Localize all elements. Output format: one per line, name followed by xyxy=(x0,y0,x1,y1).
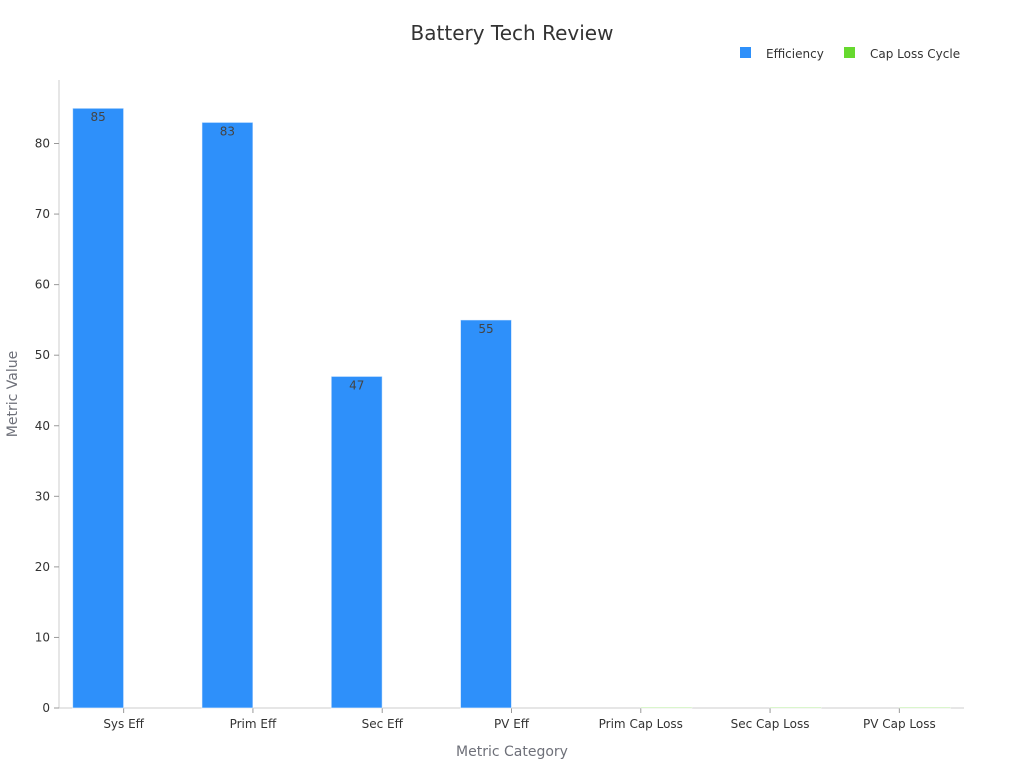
bar xyxy=(201,121,254,709)
x-tick-label: Prim Cap Loss xyxy=(599,717,683,731)
x-tick-label: Sec Cap Loss xyxy=(731,717,810,731)
bar xyxy=(460,319,512,709)
y-tick-label: 10 xyxy=(35,630,50,644)
x-tick-label: PV Cap Loss xyxy=(863,717,936,731)
y-tick-label: 60 xyxy=(35,278,50,292)
y-tick-label: 30 xyxy=(35,489,50,503)
legend-swatch-efficiency xyxy=(740,47,751,58)
y-tick-label: 70 xyxy=(35,207,50,221)
bar xyxy=(640,706,693,709)
x-tick-label: Sec Eff xyxy=(362,717,404,731)
y-axis-ticks: 0 10 20 30 40 50 60 70 80 xyxy=(35,137,59,715)
y-axis-title: Metric Value xyxy=(5,351,21,437)
y-tick-label: 80 xyxy=(35,137,50,151)
data-labels: 85 83 47 55 xyxy=(91,110,494,392)
bar-value-label: 47 xyxy=(349,378,364,392)
bar xyxy=(898,706,951,709)
legend: Efficiency Cap Loss Cycle xyxy=(740,47,960,61)
x-axis-title: Metric Category xyxy=(456,744,568,760)
bar xyxy=(769,706,822,709)
y-tick-label: 0 xyxy=(42,701,50,715)
bar-value-label: 85 xyxy=(91,110,106,124)
chart-title: Battery Tech Review xyxy=(411,21,614,45)
x-tick-label: Sys Eff xyxy=(103,717,144,731)
x-tick-label: Prim Eff xyxy=(230,717,277,731)
bars xyxy=(72,107,951,709)
legend-label-efficiency: Efficiency xyxy=(766,47,824,61)
bar xyxy=(72,107,125,709)
y-tick-label: 50 xyxy=(35,348,50,362)
y-tick-label: 40 xyxy=(35,419,50,433)
x-tick-label: PV Eff xyxy=(494,717,530,731)
bar-value-label: 55 xyxy=(478,322,493,336)
legend-swatch-cap-loss-cycle xyxy=(844,47,855,58)
bar-value-label: 83 xyxy=(220,124,235,138)
x-axis-ticks: Sys Eff Prim Eff Sec Eff PV Eff Prim Cap Los… xyxy=(103,708,936,731)
bar xyxy=(330,375,383,709)
legend-label-cap-loss-cycle: Cap Loss Cycle xyxy=(870,47,960,61)
y-tick-label: 20 xyxy=(35,560,50,574)
